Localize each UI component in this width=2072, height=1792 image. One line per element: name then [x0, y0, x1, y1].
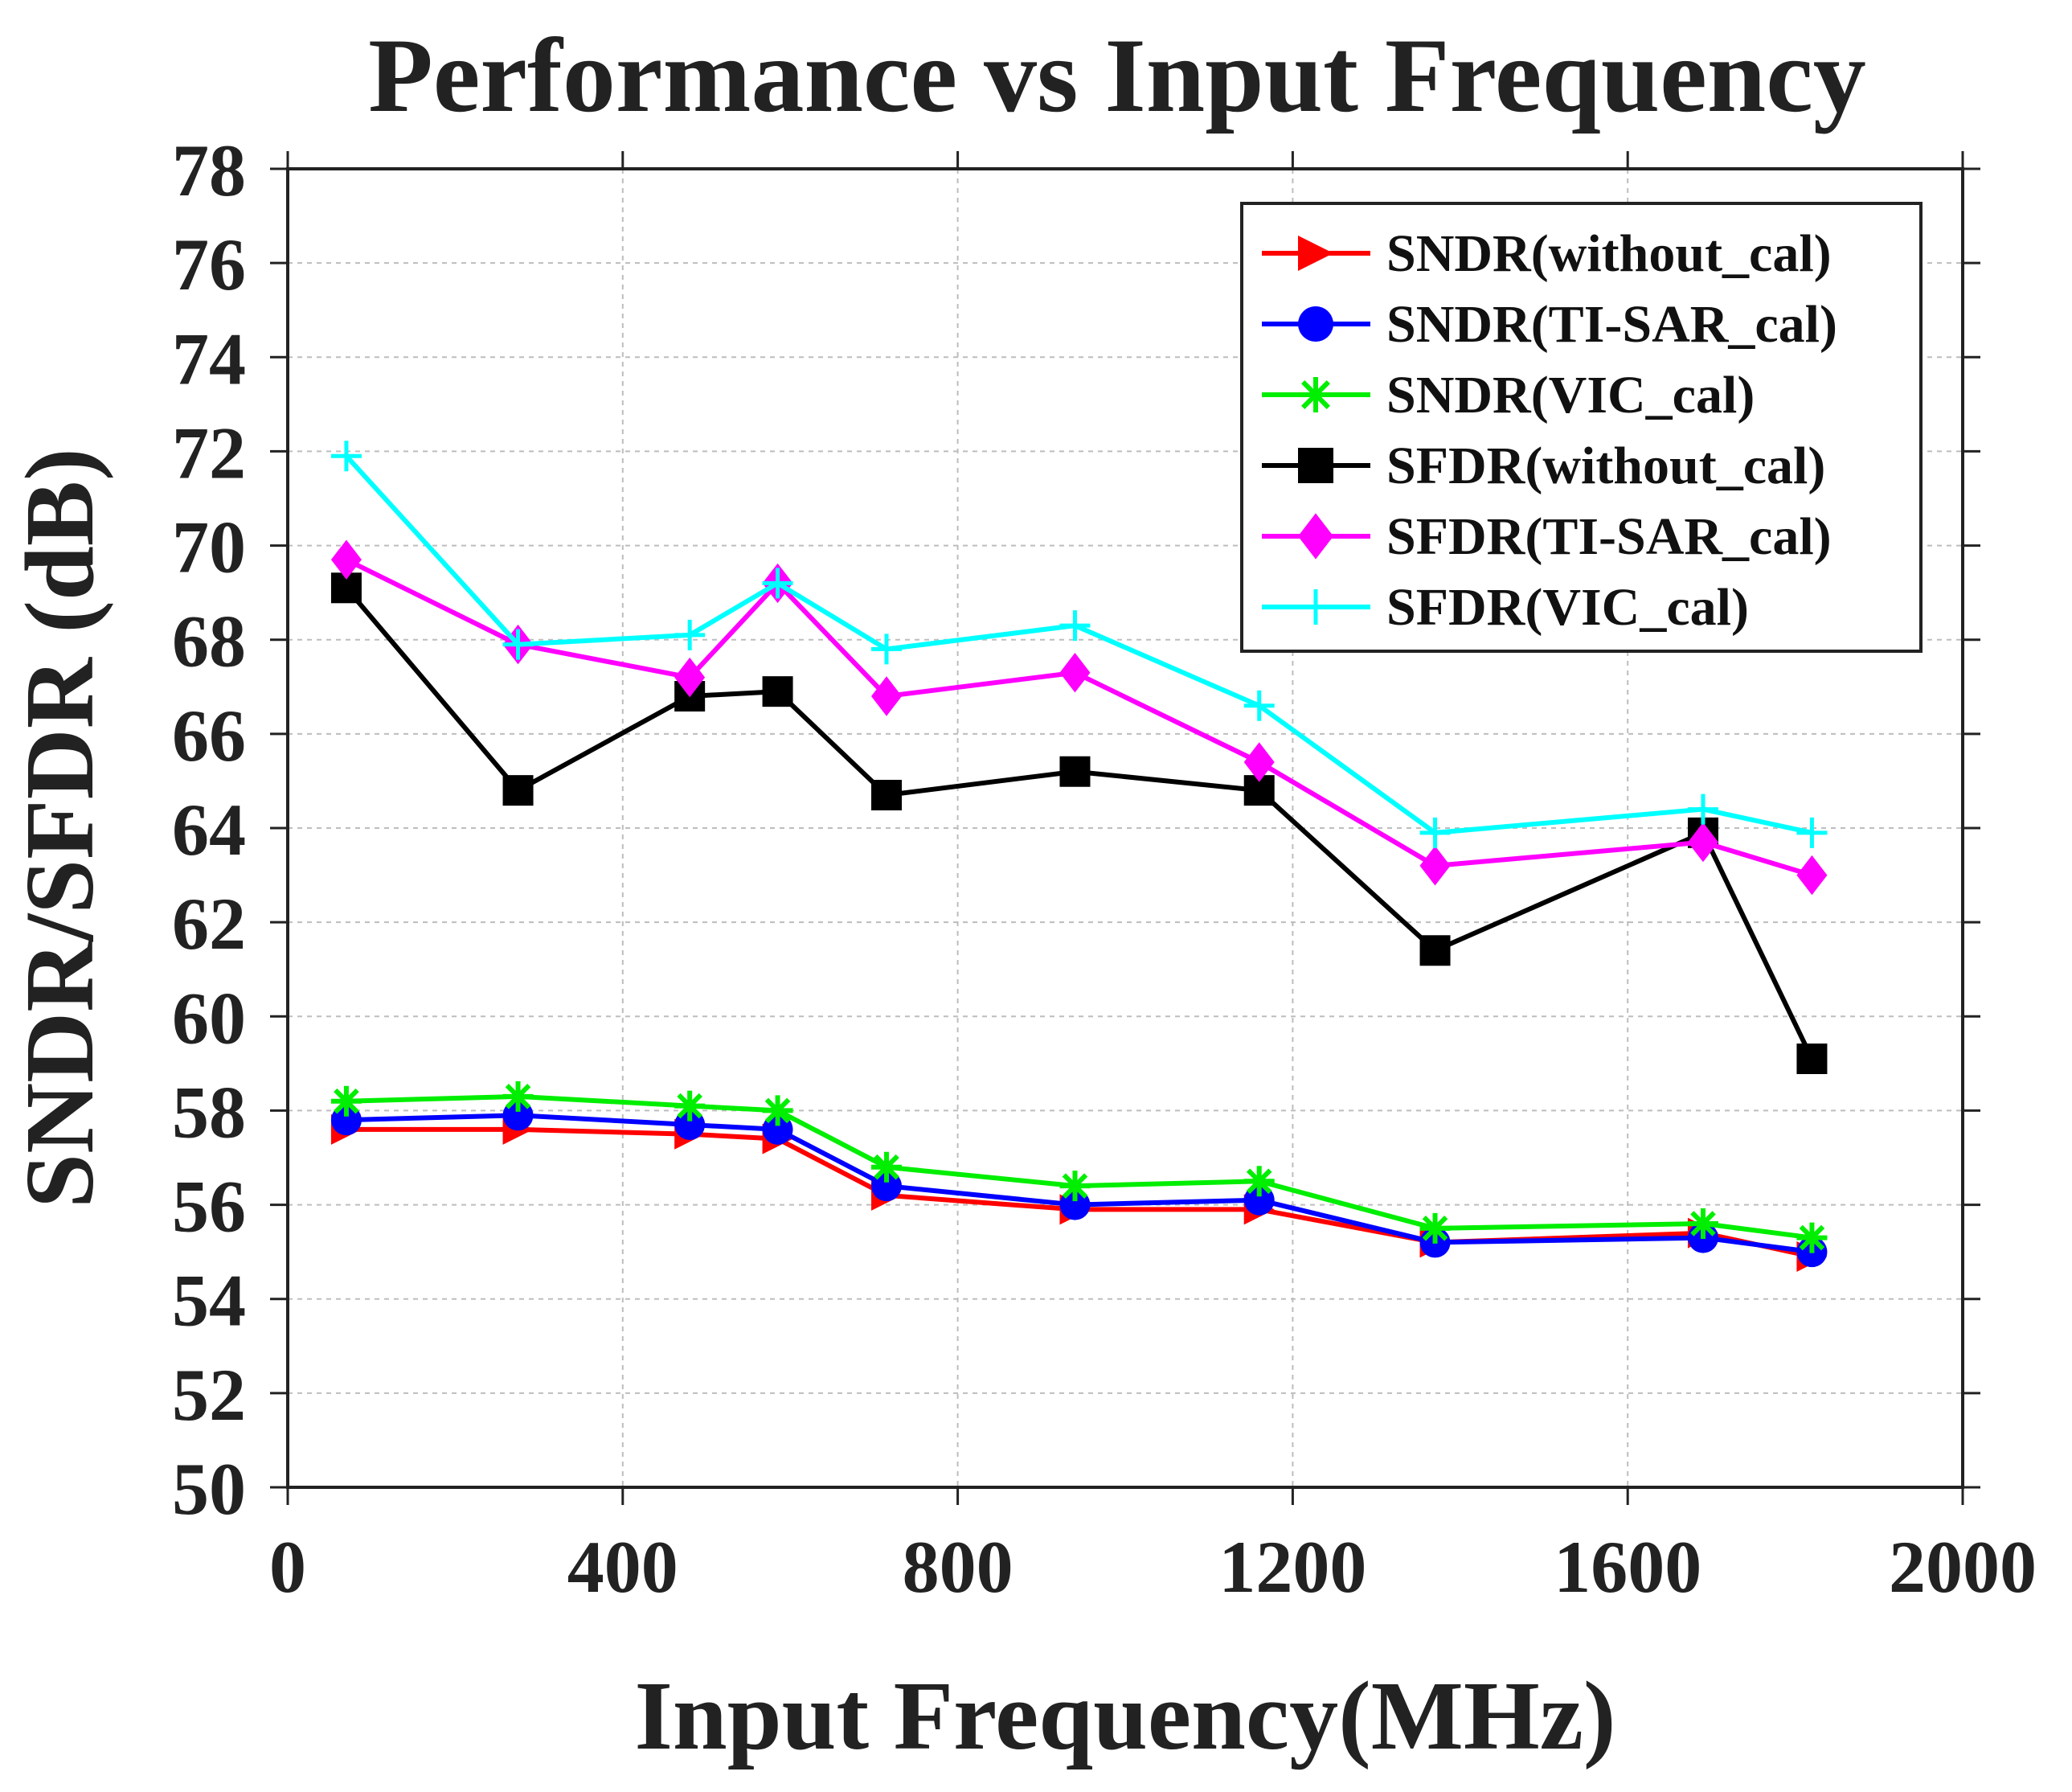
- y-tick-label: 64: [172, 789, 246, 871]
- y-tick-label: 54: [172, 1260, 246, 1342]
- legend-entry-4: SFDR(TI-SAR_cal): [1262, 507, 1832, 566]
- data-point: [762, 676, 793, 707]
- series-2: [330, 1081, 1828, 1253]
- legend-entry-3: SFDR(without_cal): [1262, 437, 1825, 495]
- data-point: [1059, 1189, 1091, 1220]
- data-point: [1687, 822, 1718, 863]
- y-tick-label: 58: [172, 1071, 246, 1153]
- series-3: [330, 572, 1828, 1074]
- data-point: [674, 657, 706, 698]
- data-point: [1419, 817, 1451, 848]
- legend-label: SNDR(TI-SAR_cal): [1386, 295, 1837, 354]
- chart-title: Performance vs Input Frequency: [368, 16, 1866, 134]
- legend-entry-2: SNDR(VIC_cal): [1262, 366, 1755, 424]
- series-5: [330, 441, 1828, 848]
- legend-box: [1240, 202, 1923, 653]
- data-point: [674, 619, 706, 650]
- data-point: [871, 1171, 903, 1202]
- legend-label: SFDR(without_cal): [1386, 437, 1825, 495]
- legend-entry-1: SNDR(TI-SAR_cal): [1262, 295, 1837, 354]
- axis-ticks: 0 400 800 1200 1600 2000 50 52 54 56 58 60 62 64 66 68 7…: [172, 129, 2037, 1608]
- data-point: [1243, 1166, 1275, 1197]
- y-tick-label: 50: [172, 1448, 246, 1530]
- data-point: [1298, 589, 1333, 625]
- legend-label: SFDR(TI-SAR_cal): [1386, 507, 1832, 566]
- series-line: [346, 1113, 1812, 1255]
- data-point: [762, 1095, 793, 1126]
- y-tick-label: 70: [172, 506, 246, 588]
- data-point: [330, 441, 362, 472]
- y-tick-label: 72: [172, 412, 246, 494]
- data-point: [1059, 1171, 1091, 1202]
- legend: SNDR(without_cal) SNDR(TI-SAR_cal) SNDR(VI…: [1240, 202, 1923, 653]
- y-tick-label: 66: [172, 695, 246, 777]
- data-point: [1796, 817, 1828, 848]
- legend-label: SNDR(without_cal): [1386, 224, 1832, 283]
- data-point: [1419, 1212, 1451, 1244]
- data-point: [1796, 855, 1828, 896]
- y-tick-label: 76: [172, 223, 246, 306]
- legend-label: SFDR(VIC_cal): [1386, 578, 1749, 637]
- series-line: [344, 454, 1813, 835]
- data-point: [502, 775, 534, 806]
- data-point: [1796, 1044, 1828, 1074]
- x-tick-label: 1200: [1218, 1526, 1366, 1608]
- legend-entry-5: SFDR(VIC_cal): [1262, 578, 1749, 637]
- data-point: [1796, 1222, 1828, 1253]
- x-tick-label: 1600: [1554, 1526, 1701, 1608]
- data-point: [1419, 935, 1451, 966]
- y-tick-label: 68: [172, 601, 246, 683]
- y-tick-label: 78: [172, 129, 246, 211]
- data-point: [1059, 610, 1091, 642]
- y-tick-label: 60: [172, 977, 246, 1059]
- data-point: [762, 1113, 793, 1145]
- data-point: [1059, 756, 1091, 787]
- data-point: [1298, 448, 1333, 483]
- data-point: [1419, 846, 1451, 886]
- data-point: [1243, 742, 1275, 782]
- series-line: [345, 557, 1813, 878]
- y-axis-label: SNDR/SFDR (dB): [6, 448, 114, 1208]
- data-point: [330, 1085, 362, 1117]
- data-point: [1243, 1184, 1275, 1216]
- data-point: [871, 676, 903, 716]
- series-layer: [330, 441, 1828, 1272]
- data-point: [871, 780, 903, 810]
- legend-label: SNDR(VIC_cal): [1386, 366, 1755, 424]
- x-tick-label: 400: [567, 1526, 678, 1608]
- y-tick-label: 74: [172, 318, 246, 400]
- x-tick-label: 800: [903, 1526, 1013, 1608]
- series-line: [344, 586, 1815, 1060]
- data-point: [502, 629, 534, 660]
- x-axis-label: Input Frequency(MHz): [634, 1662, 1615, 1770]
- data-point: [1298, 513, 1333, 560]
- data-point: [330, 1105, 362, 1136]
- data-point: [1687, 793, 1718, 825]
- series-line: [346, 1093, 1812, 1240]
- data-point: [1298, 377, 1333, 412]
- data-point: [674, 1109, 706, 1140]
- y-tick-label: 62: [172, 883, 246, 965]
- x-tick-label: 2000: [1889, 1526, 2037, 1608]
- data-point: [1298, 236, 1333, 271]
- data-point: [871, 634, 903, 665]
- y-tick-label: 56: [172, 1166, 246, 1248]
- data-point: [502, 1081, 534, 1112]
- x-tick-label: 0: [269, 1526, 306, 1608]
- y-tick-label: 52: [172, 1354, 246, 1436]
- data-point: [1687, 1208, 1718, 1239]
- grid-lines: [288, 169, 1963, 1487]
- data-point: [1243, 690, 1275, 721]
- data-point: [1059, 653, 1091, 693]
- legend-entry-0: SNDR(without_cal): [1262, 224, 1832, 283]
- data-point: [330, 539, 362, 580]
- data-point: [674, 1090, 706, 1122]
- data-point: [502, 1100, 534, 1131]
- data-point: [762, 568, 793, 599]
- data-point: [1298, 306, 1333, 342]
- data-point: [871, 1151, 903, 1183]
